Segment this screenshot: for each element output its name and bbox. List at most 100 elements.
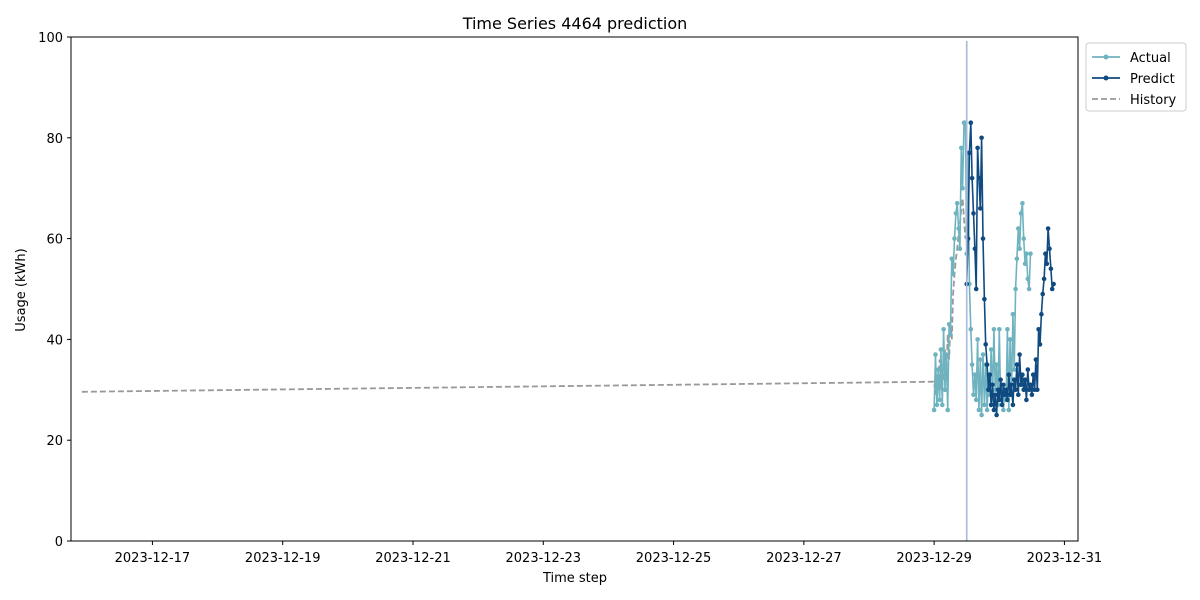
data-point — [982, 296, 987, 302]
data-point — [1018, 211, 1024, 216]
data-point — [972, 246, 978, 251]
data-point — [1005, 327, 1010, 332]
data-point — [933, 352, 938, 357]
data-point — [1025, 276, 1031, 282]
data-point — [982, 402, 987, 408]
data-point — [945, 407, 950, 413]
data-point — [967, 150, 972, 156]
x-axis-label: Time step — [542, 571, 607, 586]
data-point — [998, 377, 1003, 383]
data-point — [1044, 261, 1050, 267]
data-point — [973, 397, 979, 403]
data-point — [971, 211, 976, 216]
data-point — [1016, 226, 1021, 231]
data-point — [1040, 291, 1045, 297]
y-tick-label: 40 — [46, 333, 63, 348]
data-point — [984, 407, 990, 413]
y-tick-label: 0 — [55, 535, 63, 550]
data-point — [1006, 372, 1012, 378]
data-point — [979, 412, 984, 418]
data-point — [991, 327, 997, 332]
data-point — [973, 286, 979, 292]
data-point — [969, 362, 975, 367]
data-point — [979, 135, 984, 141]
data-point — [1028, 251, 1033, 256]
data-point — [980, 236, 986, 241]
data-point — [972, 372, 978, 378]
data-point — [978, 206, 983, 211]
data-point — [1010, 402, 1016, 408]
data-point — [944, 352, 949, 357]
data-point — [953, 211, 959, 216]
legend-item-history: History — [1092, 93, 1177, 108]
series-history — [81, 198, 967, 395]
data-point — [1049, 286, 1055, 292]
data-point — [994, 362, 999, 367]
legend-label: History — [1130, 93, 1177, 108]
data-point — [1022, 377, 1028, 383]
data-point — [988, 402, 994, 408]
data-point — [1020, 201, 1025, 206]
chart-title: Time Series 4464 prediction — [462, 14, 688, 33]
data-point — [960, 185, 965, 191]
legend-swatch-marker — [1103, 54, 1109, 60]
y-axis-label: Usage (kWh) — [14, 248, 29, 331]
data-point — [971, 392, 976, 398]
legend-item-actual: Actual — [1092, 51, 1171, 66]
data-point — [984, 362, 990, 367]
data-point — [1006, 407, 1012, 413]
series-line-history — [81, 198, 967, 395]
data-point — [1014, 362, 1020, 367]
data-point — [1036, 327, 1041, 332]
data-point — [1011, 377, 1017, 383]
data-point — [954, 201, 960, 206]
data-point — [1017, 246, 1022, 251]
y-tick-label: 20 — [46, 434, 63, 449]
axes: 0 20 40 60 80 100 2023-12-17 2023-12-19 2023-12-… — [38, 31, 1102, 566]
data-point — [1028, 382, 1033, 388]
data-point — [1014, 256, 1020, 262]
data-point — [968, 120, 974, 125]
data-point — [1001, 407, 1006, 413]
data-point — [1021, 236, 1026, 241]
data-point — [935, 367, 941, 372]
data-point — [1005, 397, 1010, 403]
data-point — [1043, 251, 1048, 256]
y-tick-label: 100 — [38, 31, 63, 46]
data-point — [1026, 286, 1032, 292]
data-point — [988, 347, 994, 352]
data-point — [987, 372, 993, 378]
data-point — [938, 347, 944, 352]
data-point — [1011, 367, 1017, 372]
data-point — [1035, 387, 1040, 393]
data-point — [1026, 387, 1032, 393]
data-point — [1022, 261, 1028, 267]
data-point — [942, 387, 948, 393]
data-point — [990, 382, 995, 388]
data-point — [969, 175, 975, 181]
x-tick-label: 2023-12-19 — [245, 551, 321, 566]
data-point — [1010, 311, 1016, 317]
data-point — [934, 402, 940, 408]
data-point — [1009, 382, 1014, 388]
data-point — [941, 327, 946, 332]
data-point — [1001, 382, 1006, 388]
x-tick-label: 2023-12-29 — [896, 551, 972, 566]
data-point — [1033, 357, 1039, 362]
data-point — [1016, 392, 1021, 398]
data-point — [931, 407, 937, 413]
legend-swatch-marker — [1103, 75, 1109, 81]
data-point — [1037, 342, 1043, 347]
data-point — [1030, 372, 1036, 378]
data-point — [1045, 226, 1051, 231]
data-point — [976, 407, 982, 413]
x-tick-label: 2023-12-17 — [115, 551, 191, 566]
data-point — [1021, 387, 1026, 393]
data-point — [997, 397, 1002, 403]
data-point — [999, 402, 1005, 408]
data-point — [1007, 337, 1013, 342]
data-point — [975, 145, 980, 151]
data-point — [959, 145, 964, 151]
data-point — [1025, 367, 1031, 372]
